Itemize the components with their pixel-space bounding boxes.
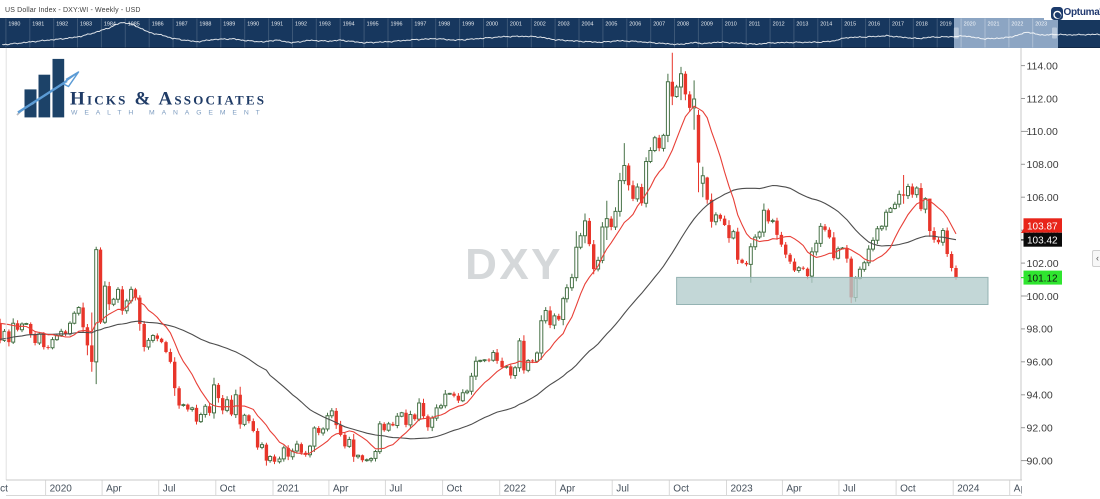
- svg-text:2020: 2020: [50, 484, 73, 495]
- svg-text:100.00: 100.00: [1027, 291, 1059, 303]
- svg-text:Jul: Jul: [389, 484, 402, 495]
- svg-text:94.00: 94.00: [1027, 390, 1053, 402]
- svg-text:2018: 2018: [916, 22, 928, 28]
- svg-text:1993: 1993: [319, 22, 331, 28]
- svg-text:2009: 2009: [701, 22, 713, 28]
- svg-text:Apr: Apr: [786, 484, 802, 495]
- svg-text:1984: 1984: [104, 22, 116, 28]
- svg-text:2001: 2001: [510, 22, 522, 28]
- svg-text:Apr: Apr: [560, 484, 576, 495]
- svg-text:2006: 2006: [629, 22, 641, 28]
- svg-text:2012: 2012: [773, 22, 785, 28]
- svg-text:102.00: 102.00: [1027, 258, 1059, 270]
- svg-text:2019: 2019: [940, 22, 952, 28]
- svg-text:Oct: Oct: [220, 484, 236, 495]
- svg-text:1989: 1989: [223, 22, 235, 28]
- svg-text:1988: 1988: [199, 22, 211, 28]
- svg-text:2022: 2022: [504, 484, 527, 495]
- svg-text:2002: 2002: [534, 22, 546, 28]
- svg-text:1981: 1981: [32, 22, 44, 28]
- svg-text:103.87: 103.87: [1027, 221, 1058, 232]
- svg-text:1990: 1990: [247, 22, 259, 28]
- svg-text:108.00: 108.00: [1027, 159, 1059, 171]
- svg-text:1994: 1994: [343, 22, 355, 28]
- svg-text:1998: 1998: [438, 22, 450, 28]
- svg-text:2014: 2014: [820, 22, 832, 28]
- svg-text:2023: 2023: [1035, 22, 1047, 28]
- svg-text:96.00: 96.00: [1027, 357, 1053, 369]
- svg-text:Oct: Oct: [447, 484, 463, 495]
- svg-text:2004: 2004: [582, 22, 594, 28]
- svg-text:90.00: 90.00: [1027, 455, 1053, 467]
- svg-text:98.00: 98.00: [1027, 324, 1053, 336]
- svg-text:Apr: Apr: [333, 484, 349, 495]
- svg-text:Oct: Oct: [673, 484, 689, 495]
- svg-text:1982: 1982: [56, 22, 68, 28]
- svg-text:2021: 2021: [277, 484, 300, 495]
- svg-text:110.00: 110.00: [1027, 126, 1058, 138]
- svg-text:2022: 2022: [1011, 22, 1023, 28]
- svg-text:2008: 2008: [677, 22, 689, 28]
- svg-text:112.00: 112.00: [1027, 93, 1058, 105]
- svg-text:114.00: 114.00: [1027, 60, 1058, 72]
- svg-text:1996: 1996: [391, 22, 403, 28]
- svg-text:1991: 1991: [271, 22, 283, 28]
- svg-text:2000: 2000: [486, 22, 498, 28]
- svg-text:103.42: 103.42: [1027, 236, 1058, 247]
- svg-text:1992: 1992: [295, 22, 307, 28]
- svg-text:1986: 1986: [152, 22, 164, 28]
- svg-text:WEALTH MANAGEMENT: WEALTH MANAGEMENT: [71, 110, 267, 117]
- svg-text:2024: 2024: [957, 484, 980, 495]
- svg-text:2023: 2023: [731, 484, 754, 495]
- svg-text:Oct: Oct: [900, 484, 916, 495]
- svg-text:1987: 1987: [176, 22, 188, 28]
- svg-text:2010: 2010: [725, 22, 737, 28]
- svg-text:2015: 2015: [844, 22, 856, 28]
- svg-text:2005: 2005: [605, 22, 617, 28]
- svg-text:Apr: Apr: [106, 484, 122, 495]
- svg-text:DXY: DXY: [465, 240, 563, 289]
- svg-text:Hicks & Associates: Hicks & Associates: [70, 89, 266, 110]
- svg-text:2011: 2011: [749, 22, 761, 28]
- svg-text:1999: 1999: [462, 22, 474, 28]
- svg-text:1995: 1995: [367, 22, 379, 28]
- svg-text:Oct: Oct: [0, 484, 8, 495]
- svg-text:2016: 2016: [868, 22, 880, 28]
- svg-text:1980: 1980: [8, 22, 20, 28]
- svg-text:2007: 2007: [653, 22, 665, 28]
- svg-text:1997: 1997: [414, 22, 426, 28]
- svg-text:Jul: Jul: [616, 484, 629, 495]
- svg-text:2020: 2020: [964, 22, 976, 28]
- svg-text:92.00: 92.00: [1027, 423, 1053, 435]
- svg-text:Jul: Jul: [843, 484, 856, 495]
- svg-text:2017: 2017: [892, 22, 904, 28]
- svg-text:106.00: 106.00: [1027, 192, 1059, 204]
- svg-text:2013: 2013: [796, 22, 808, 28]
- svg-text:101.12: 101.12: [1027, 273, 1058, 284]
- svg-text:2003: 2003: [558, 22, 570, 28]
- svg-text:Jul: Jul: [163, 484, 176, 495]
- svg-text:2021: 2021: [988, 22, 1000, 28]
- svg-text:1983: 1983: [80, 22, 92, 28]
